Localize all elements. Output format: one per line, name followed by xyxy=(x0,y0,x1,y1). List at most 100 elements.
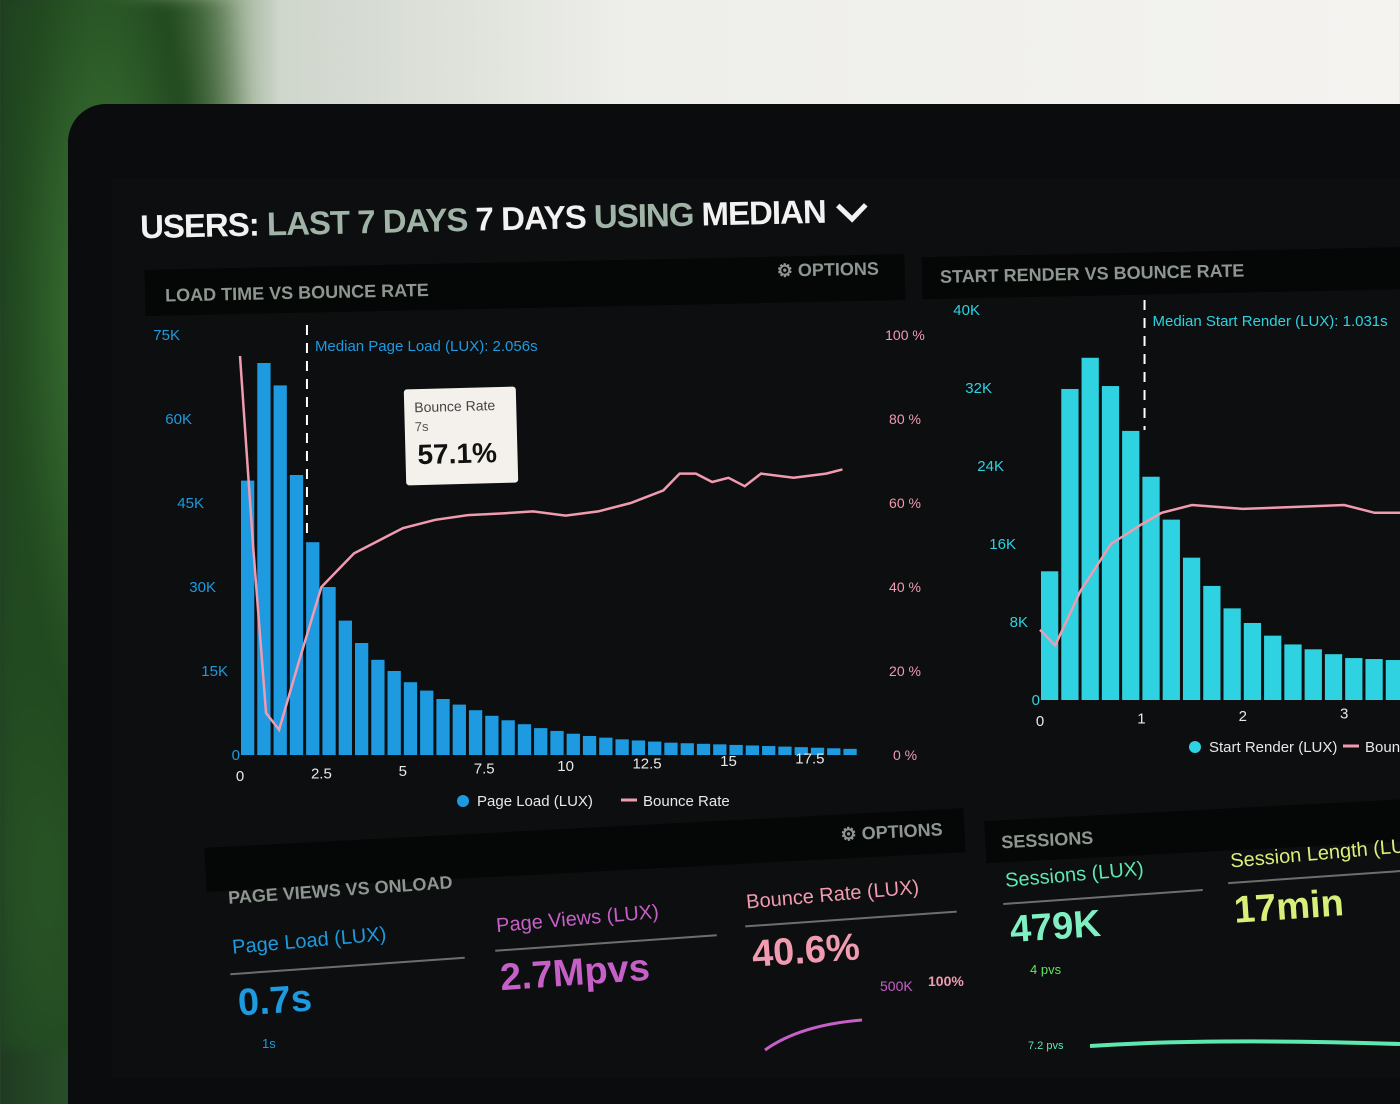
legend-label-bars: Start Render (LUX) xyxy=(1209,739,1337,756)
bar xyxy=(241,480,255,755)
x-tick-label: 2 xyxy=(1239,708,1247,725)
bar xyxy=(810,747,825,755)
bar xyxy=(501,720,515,755)
x-tick-label: 1 xyxy=(1137,711,1145,728)
bar xyxy=(1304,649,1322,700)
bar xyxy=(1365,659,1383,700)
median-annotation: Median Start Render (LUX): 1.031s xyxy=(1153,313,1388,330)
x-tick-label: 2.5 xyxy=(311,766,332,783)
median-annotation: Median Page Load (LUX): 2.056s xyxy=(315,338,538,355)
bar xyxy=(1345,658,1363,700)
y-tick-label: 8K xyxy=(1010,614,1028,631)
bar xyxy=(420,690,434,755)
x-tick-label: 0 xyxy=(1036,713,1044,730)
sessions-mini-chart xyxy=(1090,1039,1400,1048)
y-tick-label: 60K xyxy=(165,411,192,428)
bar xyxy=(680,743,694,755)
y-tick-label: 24K xyxy=(977,458,1004,475)
bar xyxy=(696,743,711,755)
tooltip-series: Bounce Rate xyxy=(414,397,496,416)
bar xyxy=(1081,357,1099,700)
bar xyxy=(1203,585,1221,700)
bar xyxy=(387,671,401,755)
bar xyxy=(1142,476,1160,700)
bar xyxy=(1182,557,1201,700)
x-tick-label: 5 xyxy=(399,763,407,780)
kpi-value-sessions: 479K xyxy=(1008,902,1103,952)
bar xyxy=(843,748,857,755)
kpi-sub-page-load: 1s xyxy=(262,1036,276,1051)
bar xyxy=(322,587,336,755)
y-tick-label: 75K xyxy=(153,327,180,344)
x-tick-label: 10 xyxy=(557,758,574,775)
legend-label-bars: Page Load (LUX) xyxy=(477,793,593,810)
y-tick-label: 45K xyxy=(177,495,204,512)
bar xyxy=(631,740,646,755)
y2-tick-label: 0 % xyxy=(893,747,917,763)
bar xyxy=(827,748,841,755)
bar xyxy=(1223,608,1241,700)
mini-chart-line xyxy=(764,1018,863,1052)
x-tick-label: 12.5 xyxy=(632,756,661,773)
bar xyxy=(1264,635,1282,700)
options-label: OPTIONS xyxy=(861,819,944,844)
bar xyxy=(452,704,466,755)
x-tick-label: 7.5 xyxy=(474,761,495,778)
bar xyxy=(1284,644,1302,700)
bar xyxy=(648,741,662,755)
bounce-rate-line xyxy=(238,355,843,733)
y-tick-label: 32K xyxy=(965,380,992,397)
x-tick-label: 15 xyxy=(720,753,737,770)
x-tick-label: 17.5 xyxy=(795,751,824,768)
bar xyxy=(615,739,629,755)
y-tick-label: 16K xyxy=(989,536,1016,553)
y2-tick-label: 20 % xyxy=(889,663,921,679)
kpi-sub-sessions: 4 pvs xyxy=(1030,962,1062,977)
legend-label-line: Bounce xyxy=(1365,739,1400,756)
y2-tick-label: 40 % xyxy=(889,579,921,595)
chart-tooltip: Bounce Rate 7s 57.1% xyxy=(403,386,519,486)
y-tick-label: 15K xyxy=(201,663,228,680)
y-tick-label: 0 xyxy=(232,747,240,764)
y-tick-label: 30K xyxy=(189,579,216,596)
bar xyxy=(778,746,792,755)
bar xyxy=(1041,571,1059,700)
load-time-chart: Median Page Load (LUX): 2.056s 0 15K 30K 45K… xyxy=(153,300,1400,810)
bar xyxy=(338,620,352,755)
bar xyxy=(436,699,450,755)
bar xyxy=(306,542,320,755)
bar xyxy=(745,745,760,755)
bar xyxy=(354,643,369,755)
mini-axis-left: 500K xyxy=(880,978,913,994)
bounce-rate-line xyxy=(1039,503,1400,648)
kpi-sub2-sessions: 7.2 pvs xyxy=(1028,1040,1064,1052)
kpi-value-bounce-rate: 40.6% xyxy=(750,926,862,976)
legend-label-line: Bounce Rate xyxy=(643,793,730,810)
bar xyxy=(534,728,548,755)
bar xyxy=(517,724,532,755)
bar xyxy=(1324,654,1343,700)
x-tick-label: 0 xyxy=(236,768,244,785)
bar xyxy=(1162,519,1180,700)
legend-marker-bars xyxy=(457,795,469,807)
y2-tick-label: 60 % xyxy=(889,495,921,511)
bar xyxy=(550,730,564,755)
bar xyxy=(485,715,499,755)
bar xyxy=(566,733,580,755)
chevron-down-icon[interactable] xyxy=(834,201,871,226)
tooltip-x: 7s xyxy=(414,418,429,435)
bar xyxy=(599,737,613,755)
bar xyxy=(729,744,743,755)
options-button[interactable]: ⚙ OPTIONS xyxy=(840,819,944,845)
kpi-value-page-load: 0.7s xyxy=(236,977,314,1025)
sessions-title: SESSIONS xyxy=(1000,827,1094,853)
kpi-value-session-length: 17min xyxy=(1232,882,1346,932)
page-title[interactable]: USERS: LAST 7 DAYS 7 DAYS USING MEDIAN xyxy=(140,192,871,247)
bar xyxy=(403,682,418,755)
y2-tick-label: 80 % xyxy=(889,411,921,427)
bar xyxy=(468,710,483,755)
y-tick-label: 0 xyxy=(1032,692,1040,709)
bar xyxy=(289,475,304,755)
x-tick-label: 3 xyxy=(1340,706,1348,723)
bar xyxy=(371,659,385,755)
